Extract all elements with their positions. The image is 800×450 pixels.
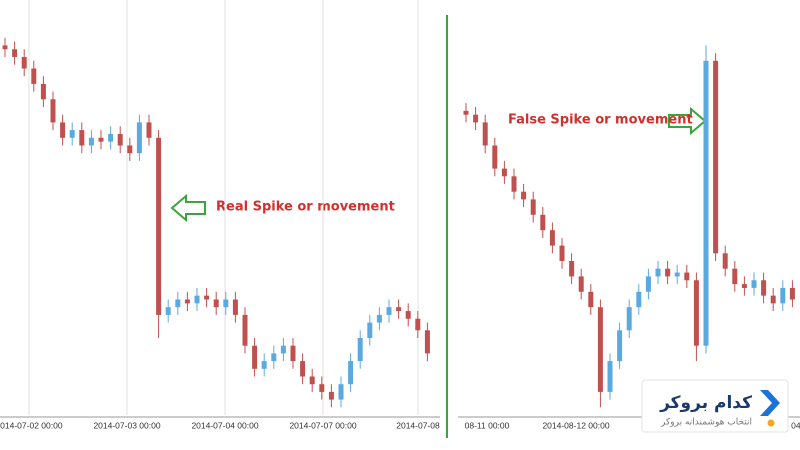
candle-body (549, 230, 555, 246)
candle-body (540, 214, 546, 231)
candle-body (40, 83, 46, 100)
candle-body (674, 272, 680, 277)
candle-body (713, 60, 719, 254)
candle-body (703, 60, 709, 346)
candle-body (521, 191, 527, 200)
candle-body (309, 376, 315, 385)
candle-body (751, 280, 757, 288)
candle-body (31, 68, 37, 84)
x-tick-label: 2014-07-04 00:00 (191, 420, 258, 430)
candle-body (511, 176, 517, 192)
candle-body (559, 245, 565, 261)
x-tick-label: 2014-07-03 00:00 (93, 420, 160, 430)
candle-body (165, 307, 171, 315)
candle-body (578, 276, 584, 292)
candle-body (290, 345, 296, 362)
candle-body (69, 130, 75, 138)
candle-body (98, 137, 104, 142)
logo-icon (760, 390, 780, 416)
x-tick-label: 2014-08-12 00:00 (542, 420, 609, 430)
candle-body (530, 199, 536, 215)
candle-body (280, 345, 286, 354)
x-tick-label: 2014-07-08 (396, 420, 440, 430)
candle-body (88, 137, 94, 146)
arrow-right (668, 106, 707, 136)
candle-body (357, 338, 363, 362)
candle-body (607, 361, 613, 392)
candle-body (597, 307, 603, 392)
arrow-left (170, 193, 206, 223)
candle-body (770, 295, 776, 304)
candle-body (732, 268, 738, 285)
candle-body (492, 145, 498, 169)
candle-body (261, 361, 267, 369)
candle-body (175, 299, 181, 308)
candle-body (367, 322, 373, 338)
logo: کدام بروکر انتخاب هوشمندانه بروکر (641, 379, 789, 433)
candle-body (473, 114, 479, 123)
logo-title: کدام بروکر (659, 393, 752, 413)
candle-body (684, 272, 690, 281)
candle-body (117, 133, 123, 146)
candle-body (271, 353, 277, 362)
candle-body (300, 361, 306, 377)
candle-body (242, 314, 248, 346)
candle-body (396, 307, 402, 312)
candle-body (252, 345, 258, 369)
candle-body (415, 318, 421, 331)
logo-box (641, 379, 789, 433)
candle-body (127, 145, 133, 154)
candle-body (665, 268, 671, 277)
candle-body (223, 299, 229, 308)
candle-body (108, 133, 114, 142)
candle-body (722, 253, 728, 269)
candle-body (328, 391, 334, 400)
x-tick-label: 2014-07-02 00:00 (0, 420, 63, 430)
x-tick-label: 2014-07-07 00:00 (289, 420, 356, 430)
candle-body (761, 280, 767, 296)
candle-body (636, 291, 642, 308)
candle-body (789, 287, 795, 300)
candle-body (569, 261, 575, 277)
candle-body (588, 291, 594, 308)
logo-dot (767, 419, 775, 427)
candle-body (617, 330, 623, 362)
candle-body (645, 276, 651, 292)
candle-body (348, 361, 354, 385)
candle-body (2, 45, 8, 50)
candle-body (21, 56, 27, 69)
candle-body (50, 99, 56, 123)
candle-body (184, 299, 190, 304)
candle-body (204, 295, 210, 300)
candle-body (376, 314, 382, 323)
candle-body (146, 122, 152, 138)
candle-body (136, 122, 142, 154)
candle-body (156, 137, 162, 315)
candle-body (79, 130, 85, 146)
candle-body (626, 307, 632, 331)
candle-body (12, 49, 18, 57)
candle-body (693, 280, 699, 346)
candle-body (463, 110, 469, 115)
logo-subtitle: انتخاب هوشمندانه بروکر (660, 418, 752, 428)
annotation: False Spike or movement (508, 113, 693, 128)
annotation: Real Spike or movement (216, 200, 395, 215)
candle-body (482, 122, 488, 146)
candle-body (741, 284, 747, 288)
candle-body (386, 307, 392, 315)
candle-body (655, 268, 661, 277)
candle-body (780, 287, 786, 304)
x-tick-label: 08-11 00:00 (465, 420, 510, 430)
candle-body (232, 299, 238, 315)
x-tick-label: 14 04 (779, 420, 800, 430)
candle-body (501, 168, 507, 177)
candle-body (60, 122, 66, 138)
candle-body (424, 330, 430, 354)
candle-body (194, 295, 200, 304)
candle-body (405, 311, 411, 319)
candle-body (319, 384, 325, 392)
candle-body (213, 299, 219, 308)
candle-body (338, 384, 344, 400)
